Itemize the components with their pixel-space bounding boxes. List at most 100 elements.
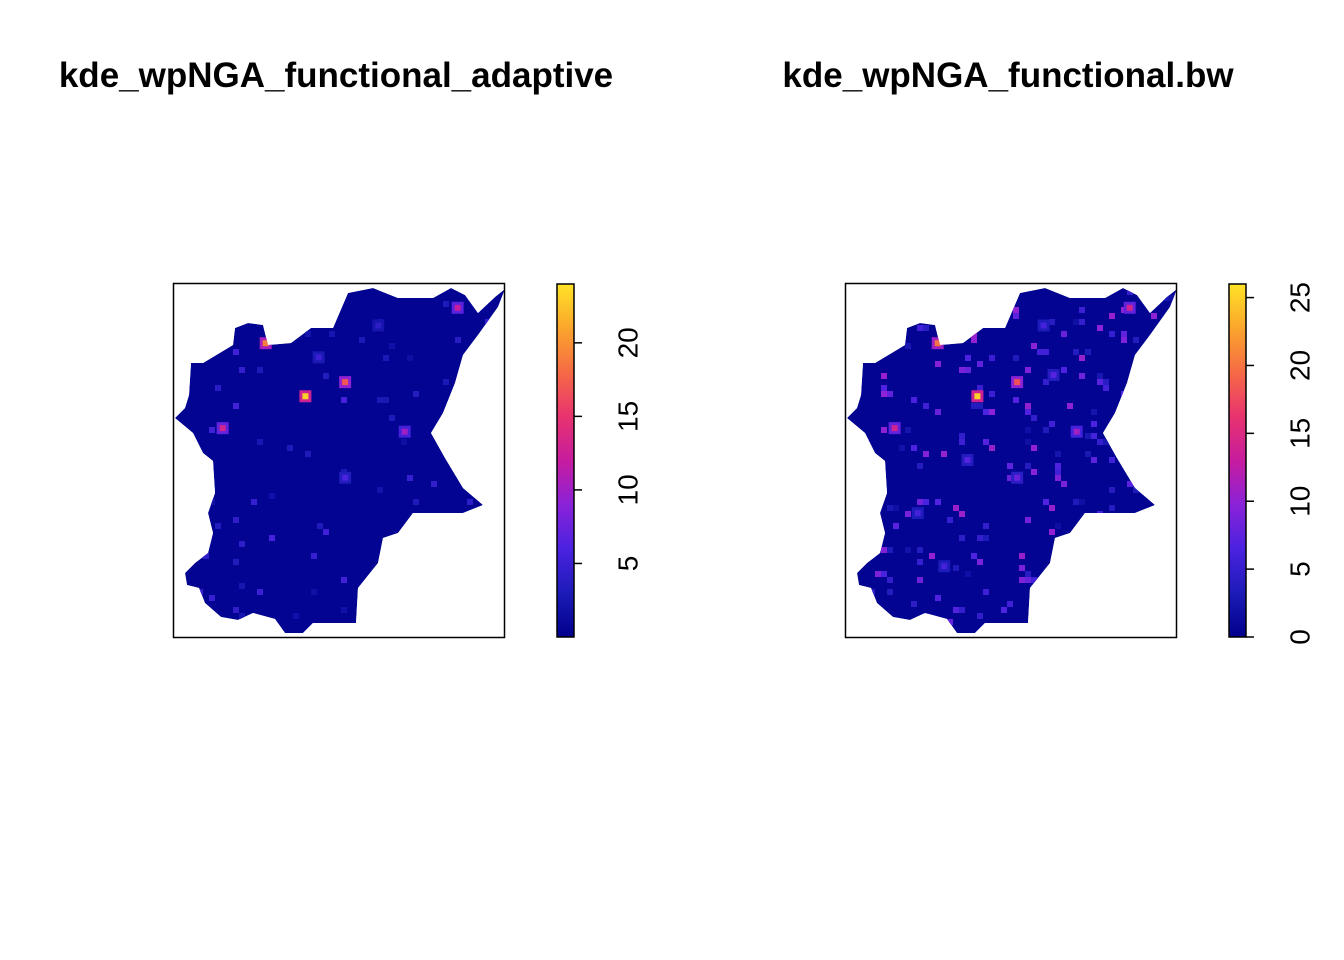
density-cell <box>1121 565 1127 571</box>
density-cell <box>1025 427 1031 433</box>
density-cell <box>407 475 413 481</box>
density-cell <box>959 607 965 613</box>
density-cell <box>1055 475 1061 481</box>
density-cell <box>197 589 203 595</box>
density-cell <box>923 613 929 619</box>
density-cell <box>1085 451 1091 457</box>
density-cell <box>209 427 215 433</box>
density-cell <box>1091 421 1097 427</box>
density-cell <box>1007 601 1013 607</box>
hotspot-cell <box>1126 304 1133 311</box>
density-cell <box>1133 337 1139 343</box>
hotspot-cell <box>401 428 408 435</box>
density-cell <box>383 355 389 361</box>
density-cell <box>869 589 875 595</box>
density-cell <box>1031 415 1037 421</box>
density-cell <box>185 331 191 337</box>
density-cell <box>1031 343 1037 349</box>
density-cell <box>467 355 473 361</box>
density-cell <box>1121 415 1127 421</box>
density-cell <box>1157 571 1163 577</box>
density-cell <box>491 565 497 571</box>
heatmap-plot-left: 5 10 15 20 <box>172 282 644 639</box>
density-cell <box>1025 571 1031 577</box>
density-cell <box>1019 553 1025 559</box>
density-cell <box>1025 367 1031 373</box>
density-cell <box>917 325 923 331</box>
hotspot-cell <box>934 340 941 347</box>
density-cell <box>389 415 395 421</box>
density-cell <box>455 337 461 343</box>
density-cell <box>983 409 989 415</box>
density-cell <box>953 307 959 313</box>
density-cell <box>395 535 401 541</box>
hotspot-cell <box>302 393 309 400</box>
density-cell <box>203 625 209 631</box>
density-cell <box>965 319 971 325</box>
density-cell <box>389 343 395 349</box>
density-cell <box>1061 331 1067 337</box>
density-cell <box>983 439 989 445</box>
density-cell <box>1007 289 1013 295</box>
density-cell <box>257 439 263 445</box>
density-cell <box>929 631 935 633</box>
density-cell <box>1067 403 1073 409</box>
density-cell <box>431 481 437 487</box>
hotspot-cell <box>1073 428 1080 435</box>
density-cell <box>857 607 863 613</box>
density-cell <box>971 331 977 337</box>
density-cell <box>947 517 953 523</box>
density-cell <box>1085 349 1091 355</box>
density-cell <box>419 619 425 625</box>
density-cell <box>467 499 473 505</box>
density-cell <box>1133 631 1139 633</box>
density-cell <box>377 487 383 493</box>
legend-colorbar <box>556 283 575 638</box>
hotspot-cell <box>342 379 349 386</box>
density-cell <box>1061 481 1067 487</box>
density-cell <box>257 367 263 373</box>
density-cell <box>875 571 881 577</box>
hotspot-cell <box>1014 474 1021 481</box>
density-cell <box>1127 619 1133 625</box>
density-cell <box>1079 307 1085 313</box>
density-cell <box>959 511 965 517</box>
density-cell <box>959 433 965 439</box>
density-cell <box>1115 541 1121 547</box>
hotspot-cell <box>262 340 269 347</box>
density-cell <box>233 403 239 409</box>
density-cell <box>1151 295 1157 301</box>
density-cell <box>1109 607 1115 613</box>
density-cell <box>185 319 191 325</box>
density-cell <box>1031 595 1037 601</box>
density-cell <box>923 403 929 409</box>
density-cell <box>989 445 995 451</box>
legend-colorbar <box>1228 283 1247 638</box>
density-cell <box>935 409 941 415</box>
density-cell <box>1085 523 1091 529</box>
density-cell <box>1133 367 1139 373</box>
legend-tick-label: 25 <box>1285 282 1316 313</box>
density-cell <box>215 523 221 529</box>
density-cell <box>965 367 971 373</box>
density-cell <box>893 295 899 301</box>
density-cell <box>233 607 239 613</box>
density-cell <box>1031 469 1037 475</box>
density-cell <box>929 553 935 559</box>
density-cell <box>209 595 215 601</box>
density-cell <box>899 325 905 331</box>
density-cell <box>887 547 893 553</box>
density-cell <box>341 397 347 403</box>
density-cell <box>1103 439 1109 445</box>
density-cell <box>1061 571 1067 577</box>
density-cell <box>203 553 209 559</box>
density-cell <box>989 391 995 397</box>
density-cell <box>413 499 419 505</box>
density-cell <box>1103 613 1109 619</box>
density-cell <box>1109 631 1115 633</box>
density-cell <box>1049 505 1055 511</box>
density-cell <box>935 595 941 601</box>
density-cell <box>359 337 365 343</box>
hotspot-cell <box>1050 372 1057 379</box>
density-cell <box>851 589 857 595</box>
